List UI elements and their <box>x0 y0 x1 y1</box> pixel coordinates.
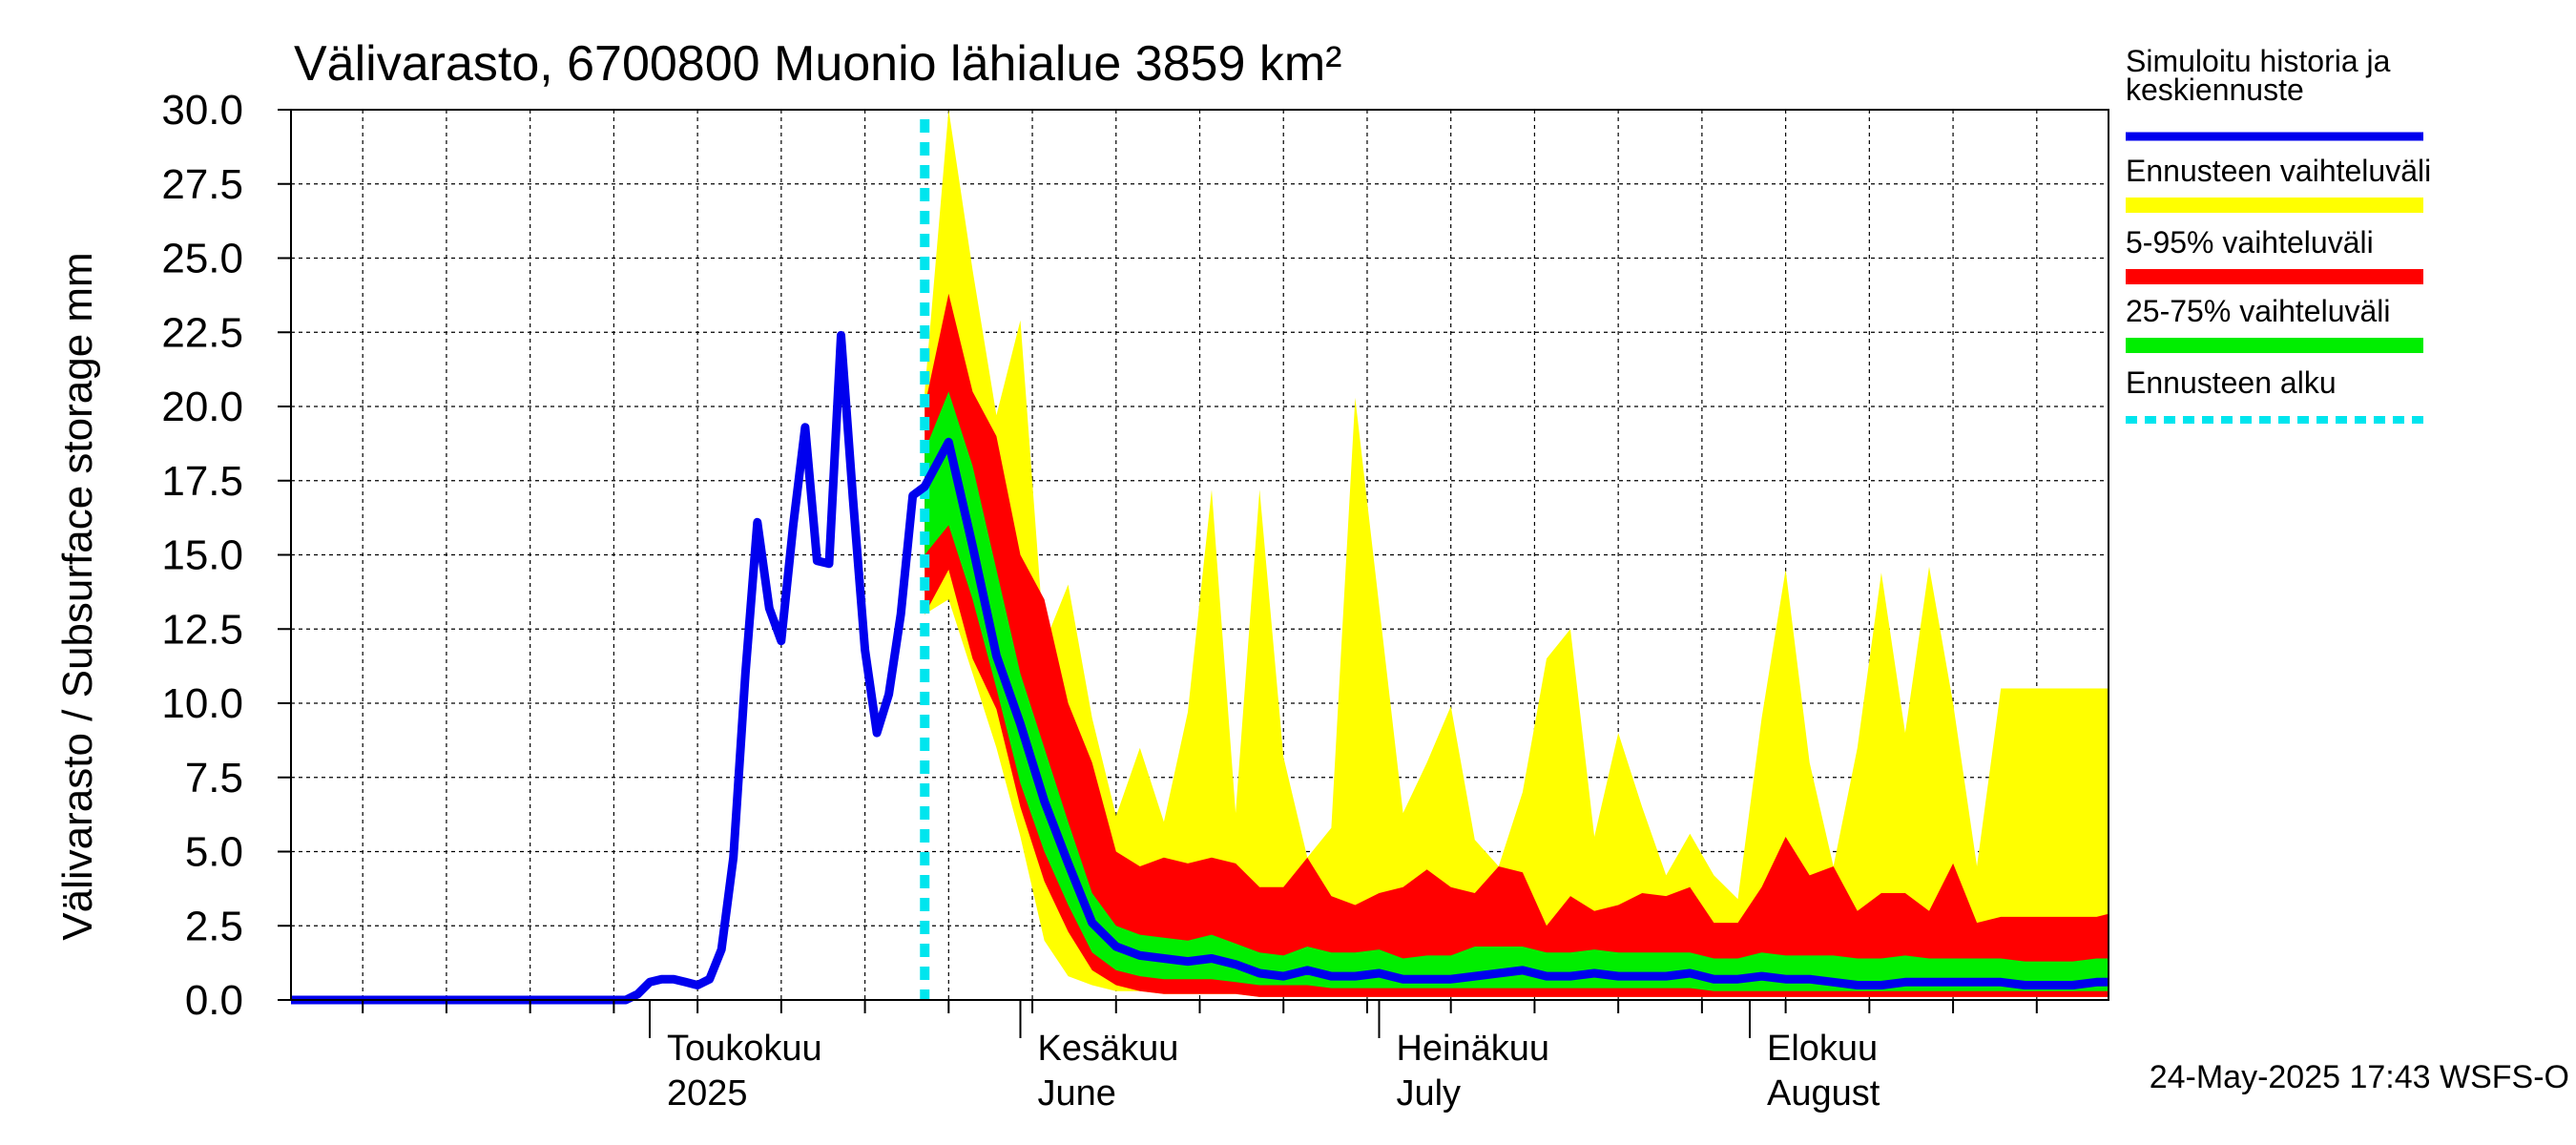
legend-label: Ennusteen vaihteluväli <box>2126 154 2431 188</box>
y-tick-label: 17.5 <box>161 458 243 505</box>
y-tick-label: 30.0 <box>161 87 243 134</box>
footer-timestamp: 24-May-2025 17:43 WSFS-O <box>2150 1059 2569 1095</box>
band-5-95 <box>924 293 2109 997</box>
y-tick-label: 15.0 <box>161 532 243 579</box>
plot-area: 0.0 2.5 5.0 7.5 10.0 12.5 15.0 17.5 20.0 22.5 25.0… <box>161 87 2109 1114</box>
legend-item: 5-95% vaihteluväli <box>2126 225 2423 284</box>
month-label-en: 2025 <box>667 1073 748 1114</box>
month-label-fi: Elokuu <box>1767 1029 1878 1069</box>
month-label-fi: Kesäkuu <box>1038 1029 1179 1069</box>
y-tick-label: 25.0 <box>161 236 243 282</box>
y-tick-label: 0.0 <box>185 977 243 1024</box>
legend-item: 25-75% vaihteluväli <box>2126 294 2423 353</box>
legend-label: Simuloitu historia ja <box>2126 44 2391 78</box>
y-tick-label: 12.5 <box>161 606 243 653</box>
y-tick-label: 20.0 <box>161 384 243 430</box>
y-axis-ticks: 0.0 2.5 5.0 7.5 10.0 12.5 15.0 17.5 20.0 22.5 25.0… <box>161 87 291 1024</box>
month-label-fi: Heinäkuu <box>1396 1029 1549 1069</box>
y-tick-label: 27.5 <box>161 161 243 208</box>
legend-label: 5-95% vaihteluväli <box>2126 225 2374 260</box>
y-tick-label: 2.5 <box>185 903 243 949</box>
y-tick-label: 22.5 <box>161 309 243 356</box>
legend-label: keskiennuste <box>2126 73 2304 107</box>
month-label-en: July <box>1396 1073 1461 1114</box>
month-label-en: June <box>1038 1073 1116 1114</box>
month-label-en: August <box>1767 1073 1880 1114</box>
month-label-fi: Toukokuu <box>667 1029 822 1069</box>
legend-item: Ennusteen vaihteluväli <box>2126 154 2431 213</box>
legend-label: 25-75% vaihteluväli <box>2126 294 2391 328</box>
legend-label: Ennusteen alku <box>2126 365 2337 400</box>
y-tick-label: 7.5 <box>185 755 243 802</box>
y-tick-label: 10.0 <box>161 680 243 727</box>
y-axis-label: Välivarasto / Subsurface storage mm <box>54 252 101 940</box>
chart-title: Välivarasto, 6700800 Muonio lähialue 385… <box>294 36 1341 92</box>
forecast-bands <box>924 110 2109 997</box>
legend-item: Ennusteen alku <box>2126 365 2423 424</box>
band-full-range <box>924 110 2109 997</box>
y-tick-label: 5.0 <box>185 829 243 876</box>
